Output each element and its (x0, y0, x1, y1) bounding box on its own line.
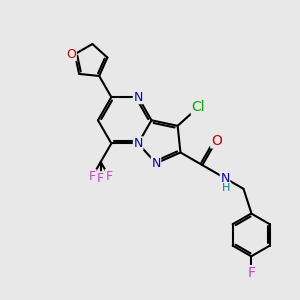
Text: F: F (97, 172, 104, 185)
Text: Cl: Cl (191, 100, 205, 114)
Text: N: N (151, 157, 161, 170)
Text: O: O (66, 48, 76, 61)
Text: F: F (89, 169, 96, 183)
Text: F: F (247, 266, 255, 280)
Text: F: F (105, 169, 112, 183)
Text: O: O (211, 134, 222, 148)
Text: N: N (220, 172, 230, 185)
Text: N: N (134, 137, 143, 150)
Text: N: N (134, 91, 143, 103)
Text: H: H (222, 183, 231, 193)
